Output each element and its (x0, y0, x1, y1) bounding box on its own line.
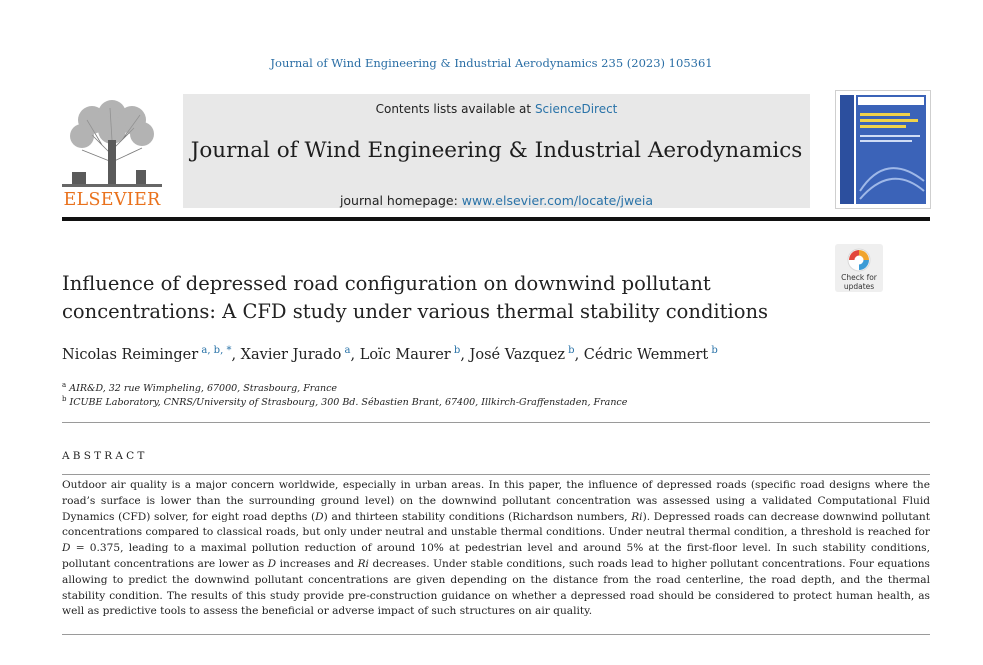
elsevier-tree-icon[interactable] (62, 100, 162, 210)
affiliation-mark: a (62, 381, 67, 389)
article-title-line-2: concentrations: A CFD study under variou… (62, 300, 769, 323)
author-name: Cédric Wemmert (583, 346, 709, 363)
affiliation-mark: b (62, 395, 67, 403)
author-affiliation-link[interactable]: b (568, 345, 575, 356)
author-affiliation-link[interactable]: b (453, 345, 461, 356)
elsevier-wordmark[interactable]: ELSEVIER (63, 190, 161, 210)
journal-citation[interactable]: Journal of Wind Engineering & Industrial… (270, 56, 713, 70)
author-affiliation-link[interactable]: a (344, 345, 351, 356)
article-title-line-1: Influence of depressed road configuratio… (62, 272, 711, 295)
journal-title: Journal of Wind Engineering & Industrial… (190, 138, 803, 163)
abstract-body: Outdoor air quality is a major concern w… (62, 479, 930, 618)
author-name: Loïc Maurer (359, 346, 451, 363)
affiliation-b: b ICUBE Laboratory, CNRS/University of S… (62, 395, 627, 408)
author-name: Xavier Jurado (240, 346, 342, 363)
author-list: Nicolas Reiminger a, b, *, Xavier Jurado… (62, 345, 718, 363)
author-name: José Vazquez (469, 346, 565, 363)
affiliation-text: ICUBE Laboratory, CNRS/University of Str… (69, 397, 628, 409)
author-name: Nicolas Reiminger (62, 346, 199, 363)
affiliation-a: a AIR&D, 32 rue Wimpheling, 67000, Stras… (62, 381, 337, 394)
abstract-heading: ABSTRACT (62, 450, 148, 462)
contents-line: Contents lists available at ScienceDirec… (183, 102, 810, 116)
journal-header-band (183, 94, 810, 208)
journal-cover-image[interactable] (835, 90, 931, 209)
article-title: Influence of depressed road configuratio… (62, 270, 822, 326)
header-rule (62, 217, 930, 221)
check-for-updates-icon[interactable] (835, 244, 883, 292)
homepage-line: journal homepage: www.elsevier.com/locat… (183, 193, 810, 208)
section-rule (62, 634, 930, 635)
affiliation-text: AIR&D, 32 rue Wimpheling, 67000, Strasbo… (69, 383, 338, 395)
author-affiliation-link[interactable]: b (711, 345, 718, 356)
sciencedirect-link[interactable]: ScienceDirect (534, 102, 618, 116)
author-affiliation-link[interactable]: a, b, * (201, 345, 232, 356)
check-for-updates-label[interactable]: Check for updates (841, 273, 877, 291)
homepage-prefix: journal homepage: (339, 193, 462, 208)
journal-homepage-link[interactable]: www.elsevier.com/locate/jweia (461, 193, 654, 208)
contents-prefix: Contents lists available at (375, 102, 535, 116)
section-rule (62, 474, 930, 475)
section-rule (62, 422, 930, 423)
